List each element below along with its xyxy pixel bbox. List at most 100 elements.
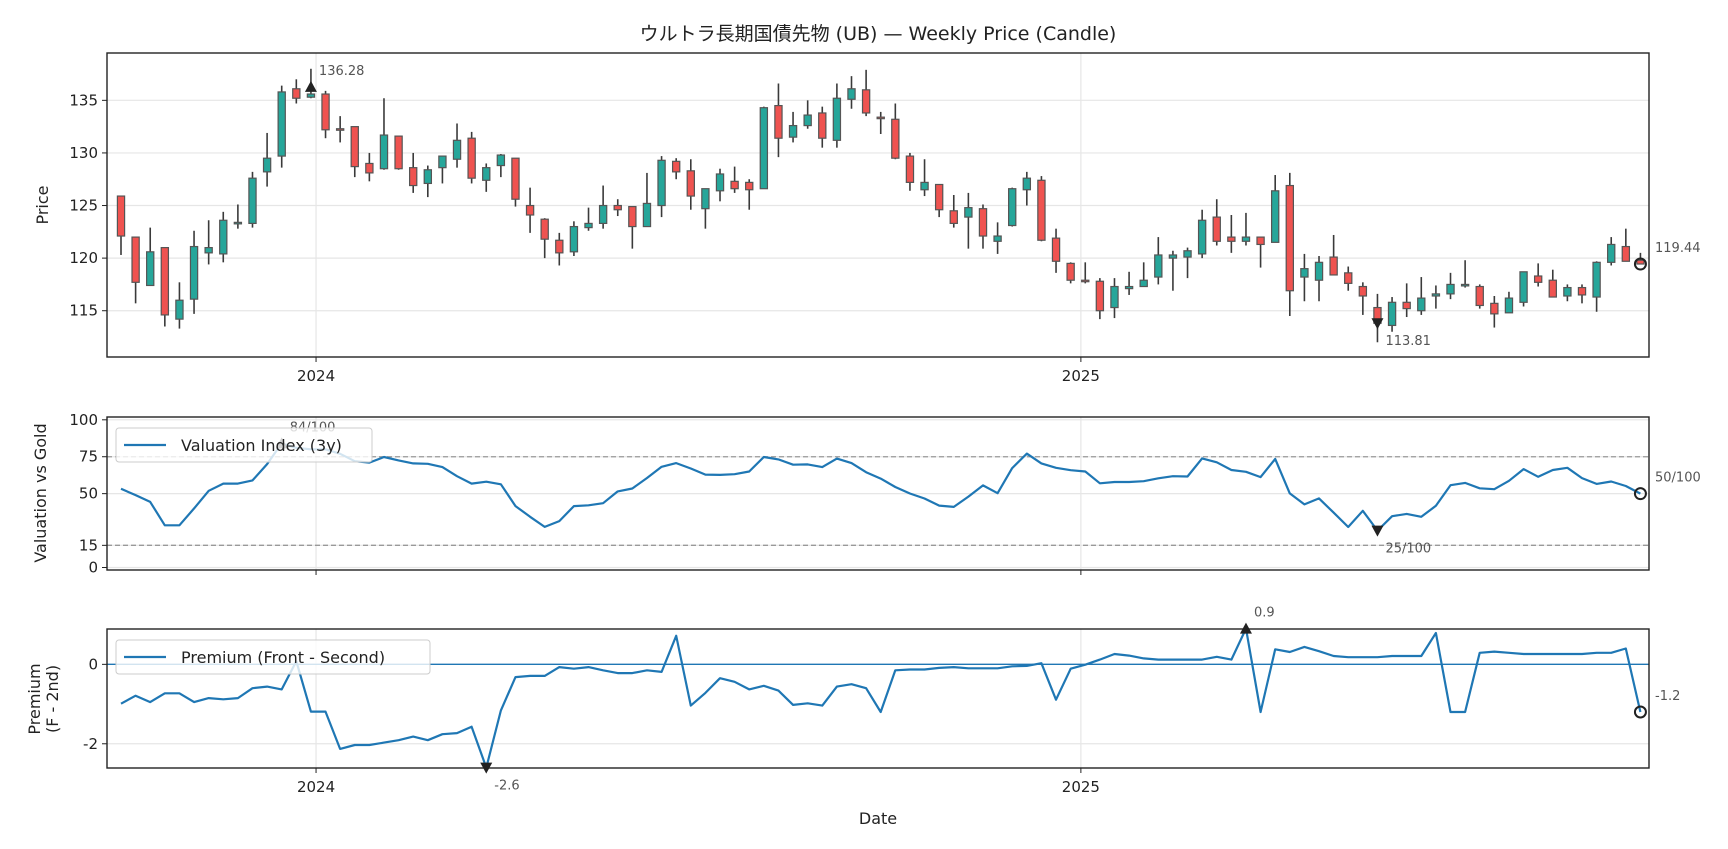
candle-down [555,239,564,254]
candle-up [248,177,257,225]
candle-down [818,112,827,139]
premium-axis-label-line1: Premium [25,663,44,734]
candle-up [759,107,769,190]
candle-down [1621,245,1631,262]
max-annotation-label: 136.28 [319,64,365,79]
candle-up [788,124,798,138]
candle-down [116,195,126,237]
candle-up [1197,219,1207,255]
y-tick-label: 50 [79,485,98,503]
last-value-label: 50/100 [1655,471,1701,486]
candle-up [1446,283,1455,295]
candle-up [803,114,812,127]
series-line [120,627,1642,769]
x-tick-label: 2024 [297,367,335,385]
candle-up [1270,190,1280,243]
candle-down [1081,279,1090,283]
candle-down [745,181,754,191]
candle-up [1417,297,1426,312]
x-tick-label: 2024 [297,778,335,796]
candle-up [1300,268,1309,278]
candle-down [1066,262,1075,281]
candle-down [321,93,330,131]
candle-up [1139,279,1148,288]
candle-down [511,157,520,200]
candle-up [219,219,228,255]
y-tick-label: 115 [69,302,98,320]
candle-down [1227,236,1236,242]
candle-up [1183,250,1192,258]
candle-up [598,204,608,225]
x-tick-label: 2025 [1062,367,1100,385]
candle-down [1490,302,1499,315]
candle-up [993,235,1002,242]
candle-up [306,93,316,98]
candle-up [204,247,213,254]
candle-up [1563,286,1572,297]
candle-down [949,210,958,225]
candle-up [189,245,199,300]
axes-frame [106,416,1650,571]
candle-up [1008,188,1017,227]
candle-up [146,251,155,287]
candle-up [175,299,184,320]
candle-down [350,126,359,168]
candle-down [1636,259,1645,265]
candle-down [613,204,622,211]
candle-down [1037,179,1046,241]
candle-up [1124,285,1134,290]
axes-frame [106,52,1650,358]
candle-up [482,167,491,181]
candle-down [467,137,476,179]
candle-up [1241,236,1251,242]
candle-up [701,188,710,210]
candle-up [715,173,725,192]
candle-up [584,222,593,229]
axes-frame [106,628,1650,769]
last-value-marker-circle-icon [1633,487,1647,501]
candle-up [1168,254,1178,259]
candle-down [365,162,374,174]
candle-down [1051,237,1061,262]
min-annotation-label: 113.81 [1385,334,1431,349]
candle-down [1548,279,1557,298]
candle-up [496,154,506,167]
candle-down [774,104,783,139]
candle-down [1358,285,1368,297]
candle-up [1460,283,1470,287]
candle-up [1022,177,1032,191]
y-tick-label: -2 [83,735,98,753]
candle-down [686,170,695,197]
candle-up [1110,285,1119,309]
candle-down [934,183,944,211]
legend-label: Premium (Front - Second) [181,648,385,667]
max-marker-triangle-up-icon [1239,622,1252,634]
y-tick-label: 130 [69,144,98,162]
candle-up [1592,261,1601,298]
legend-box [115,427,373,463]
candle-up [1387,301,1397,327]
candle-down [730,180,739,190]
candle-down [1577,286,1587,296]
candle-down [160,247,170,316]
valuation-axis-label: Valuation vs Gold [31,423,50,562]
candle-down [131,236,140,283]
min-annotation-label: -2.6 [494,779,519,794]
y-tick-label: 125 [69,197,98,215]
premium-axis-label-line2: (F - 2nd) [43,665,62,733]
candle-up [452,139,462,160]
last-value-marker-circle-icon [1633,257,1647,271]
candle-up [423,169,433,185]
candle-up [277,91,286,157]
legend-label: Valuation Index (3y) [181,436,342,455]
max-annotation-label: 0.9 [1254,606,1275,621]
candle-up [1504,297,1514,314]
candle-up [657,159,666,207]
legend-box [115,639,431,675]
last-value-label: -1.2 [1655,689,1680,704]
candle-down [1344,272,1353,284]
candle-up [1519,271,1528,303]
candle-up [964,207,973,218]
candle-up [1431,293,1441,297]
candle-down [876,116,885,120]
